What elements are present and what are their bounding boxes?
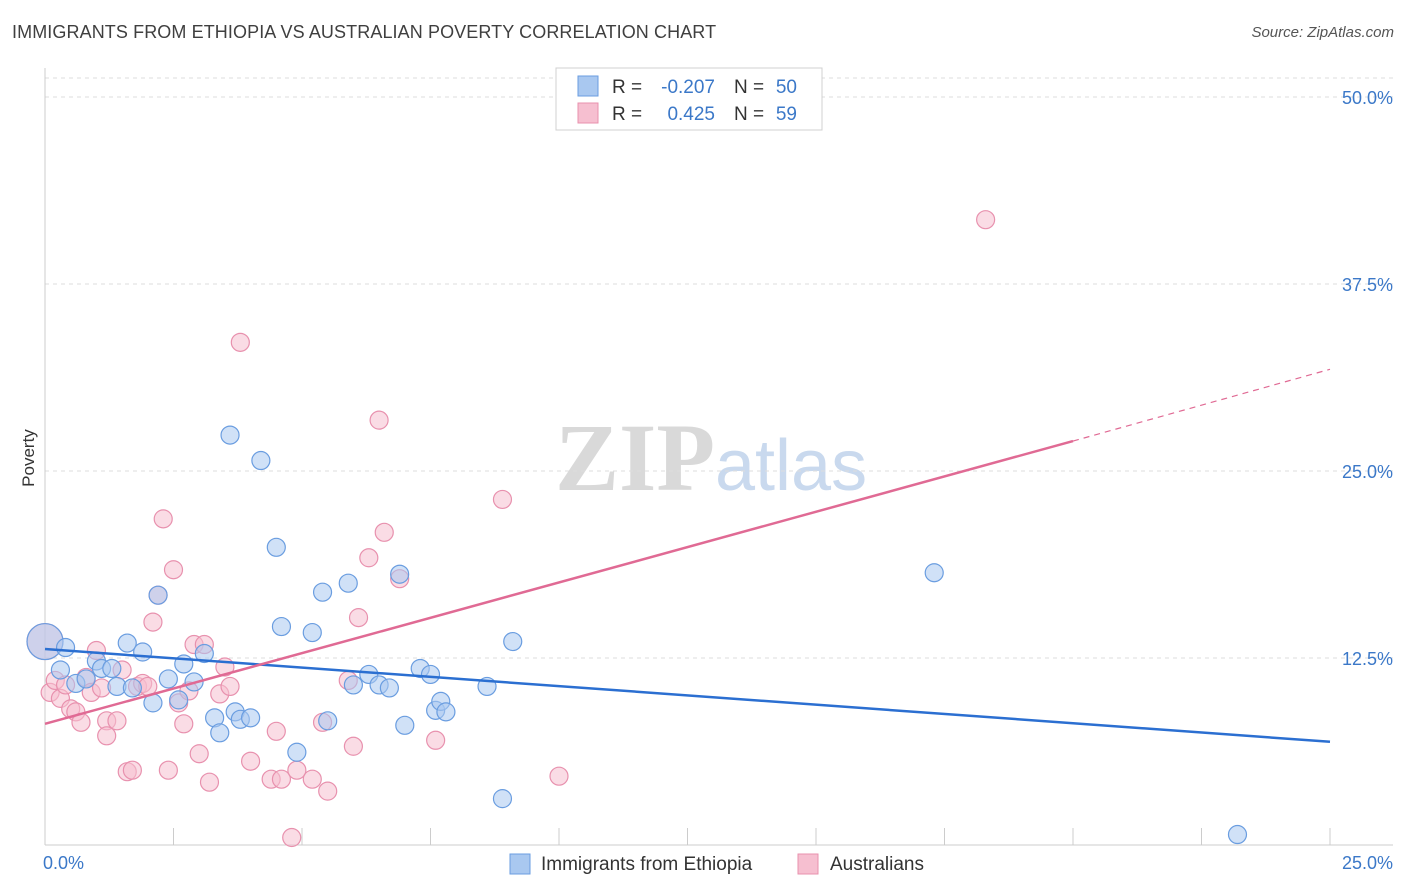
ethiopia-point-0 xyxy=(26,622,64,661)
ethiopia-point-1 xyxy=(50,660,71,680)
stats-n-value-2: 59 xyxy=(776,104,797,125)
ethiopia-point-31 xyxy=(318,711,338,731)
australians-point-40 xyxy=(271,769,292,789)
watermark-atlas: atlas xyxy=(715,426,867,506)
ethiopia-point-28 xyxy=(287,742,307,762)
australians-point-14 xyxy=(107,711,127,731)
australians-point-45 xyxy=(318,781,338,801)
ethiopia-point-7 xyxy=(102,658,122,679)
legend-swatch-australians[interactable] xyxy=(797,853,819,875)
stats-r-value-2: 0.425 xyxy=(667,104,715,125)
australians-point-56 xyxy=(976,210,996,230)
ethiopia-point-10 xyxy=(122,678,142,698)
australians-point-37 xyxy=(241,751,261,771)
stats-r-label-2: R = xyxy=(612,104,647,125)
ethiopia-point-36 xyxy=(379,678,399,698)
ethiopia-point-45 xyxy=(492,789,513,809)
australians-point-23 xyxy=(153,509,173,529)
stats-r-value-1: -0.207 xyxy=(661,77,715,98)
ethiopia-point-30 xyxy=(312,582,333,602)
ethiopia-point-2 xyxy=(55,637,76,658)
gridlines xyxy=(45,77,1393,659)
australians-trend-extension xyxy=(1072,368,1331,442)
legend-swatch-ethiopia[interactable] xyxy=(509,853,531,875)
y-tick-label-3: 50.0% xyxy=(1342,88,1393,108)
ethiopia-point-18 xyxy=(194,643,214,664)
australians-point-43 xyxy=(302,769,322,789)
axes xyxy=(44,68,1393,846)
y-tick-label-1: 25.0% xyxy=(1342,462,1393,482)
ethiopia-point-38 xyxy=(395,715,415,735)
australians-points xyxy=(26,210,996,848)
australians-point-24 xyxy=(158,760,178,780)
australians-point-41 xyxy=(282,827,302,848)
ethiopia-point-24 xyxy=(241,708,261,728)
australians-point-21 xyxy=(143,612,163,632)
ethiopia-point-47 xyxy=(924,563,944,583)
y-tick-label-2: 37.5% xyxy=(1342,275,1393,295)
stats-box: R = -0.207 N = 50 R = 0.425 N = 59 xyxy=(555,67,823,131)
australians-point-25 xyxy=(163,560,184,580)
australians-point-17 xyxy=(122,760,142,780)
ethiopia-point-9 xyxy=(117,633,137,653)
australians-point-30 xyxy=(189,744,209,764)
legend: Immigrants from Ethiopia Australians xyxy=(509,853,924,875)
y-axis-label: Poverty xyxy=(19,429,38,487)
australians-point-39 xyxy=(266,721,286,741)
chart-title: IMMIGRANTS FROM ETHIOPIA VS AUSTRALIAN P… xyxy=(12,22,717,42)
ethiopia-point-27 xyxy=(271,616,292,637)
trend-lines xyxy=(44,368,1331,744)
stats-r-label-1: R = xyxy=(612,77,647,98)
ethiopia-point-46 xyxy=(503,631,523,652)
watermark-zip: ZIP xyxy=(555,404,715,511)
x-tick-label-min: 0.0% xyxy=(43,853,84,873)
ethiopia-point-29 xyxy=(302,622,322,643)
x-tick-label-max: 25.0% xyxy=(1342,853,1393,873)
australians-point-50 xyxy=(369,410,389,430)
stats-n-label-2: N = xyxy=(734,104,769,125)
ethiopia-point-48 xyxy=(1227,824,1248,845)
ethiopia-point-32 xyxy=(338,573,358,593)
australians-point-36 xyxy=(230,332,250,352)
australians-trend-line xyxy=(44,439,1074,726)
y-tick-labels: 12.5% 25.0% 37.5% 50.0% xyxy=(1342,88,1393,669)
australians-point-48 xyxy=(348,608,369,628)
australians-point-13 xyxy=(97,726,117,746)
ethiopia-point-33 xyxy=(343,675,363,695)
stats-n-value-1: 50 xyxy=(776,77,797,98)
australians-point-32 xyxy=(199,772,220,792)
stats-swatch-australians xyxy=(577,102,599,124)
ethiopia-point-40 xyxy=(420,664,441,685)
legend-label-australians[interactable]: Australians xyxy=(830,854,924,875)
australians-point-51 xyxy=(374,522,394,542)
stats-swatch-ethiopia xyxy=(577,75,599,97)
source-credit: Source: ZipAtlas.com xyxy=(1251,24,1394,41)
australians-point-55 xyxy=(549,766,569,786)
ethiopia-point-21 xyxy=(220,425,240,445)
ethiopia-point-15 xyxy=(169,690,189,710)
ethiopia-point-37 xyxy=(390,564,410,584)
y-tick-label-0: 12.5% xyxy=(1342,649,1393,669)
australians-point-27 xyxy=(174,714,194,734)
ethiopia-point-43 xyxy=(436,702,456,722)
ethiopia-point-26 xyxy=(266,537,286,557)
australians-point-47 xyxy=(343,736,363,756)
australians-point-54 xyxy=(492,489,513,510)
ethiopia-point-11 xyxy=(133,642,153,662)
stats-n-label-1: N = xyxy=(734,77,769,98)
ethiopia-point-4 xyxy=(76,669,96,689)
ethiopia-point-20 xyxy=(210,723,230,743)
legend-label-ethiopia[interactable]: Immigrants from Ethiopia xyxy=(541,854,753,875)
australians-point-35 xyxy=(220,676,240,697)
australians-point-49 xyxy=(359,548,379,568)
australians-point-53 xyxy=(426,730,446,750)
ethiopia-point-14 xyxy=(158,669,178,689)
ethiopia-points xyxy=(26,425,1248,845)
ethiopia-point-13 xyxy=(148,585,168,605)
ethiopia-point-25 xyxy=(251,450,271,471)
